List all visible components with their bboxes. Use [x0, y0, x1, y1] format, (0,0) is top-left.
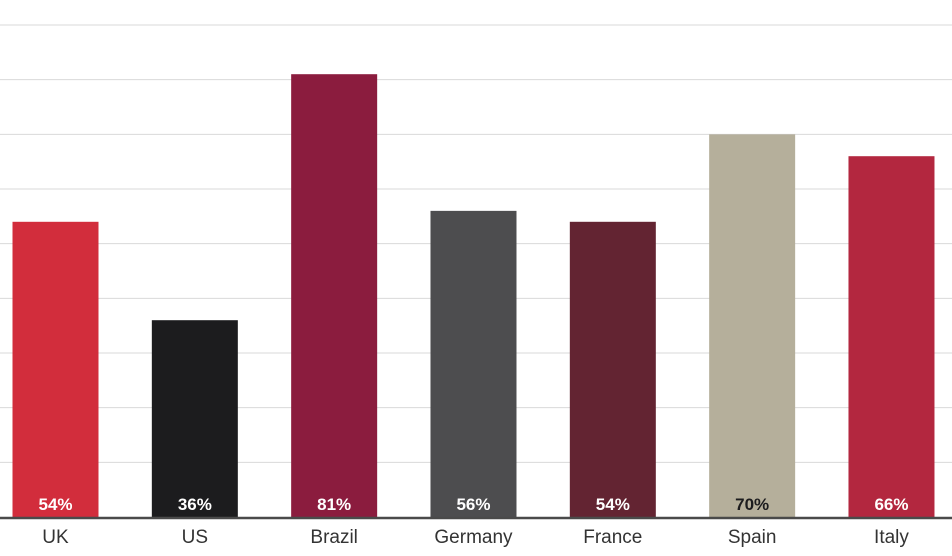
- category-label-brazil: Brazil: [310, 527, 358, 548]
- value-label-italy: 66%: [874, 495, 908, 514]
- category-label-italy: Italy: [874, 527, 909, 548]
- category-label-uk: UK: [42, 527, 69, 548]
- value-label-france: 54%: [596, 495, 630, 514]
- bar-spain: [709, 134, 796, 518]
- bar-uk: [12, 221, 99, 518]
- bar-germany: [430, 210, 517, 517]
- bar-brazil: [291, 74, 378, 517]
- value-label-uk: 54%: [38, 495, 72, 514]
- category-label-spain: Spain: [728, 527, 777, 548]
- bars: [12, 74, 935, 518]
- value-label-spain: 70%: [735, 495, 769, 514]
- bar-us: [151, 320, 238, 517]
- value-label-brazil: 81%: [317, 495, 351, 514]
- value-labels: 54% 36% 81% 56% 54% 70% 66%: [38, 495, 908, 514]
- value-label-germany: 56%: [456, 495, 490, 514]
- bar-italy: [848, 156, 935, 517]
- category-label-france: France: [583, 527, 642, 548]
- value-label-us: 36%: [178, 495, 212, 514]
- category-label-us: US: [182, 527, 208, 548]
- category-label-germany: Germany: [434, 527, 513, 548]
- bar-france: [569, 221, 656, 518]
- x-axis: UK US Brazil Germany France Spain Italy: [0, 516, 952, 548]
